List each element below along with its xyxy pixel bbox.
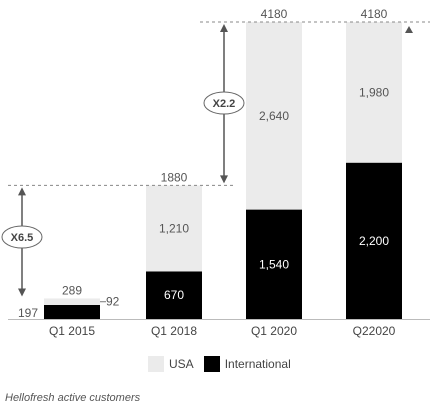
total-label-3: 4180 <box>361 7 388 21</box>
bar-international-2 <box>246 209 302 319</box>
stacked-bar-chart: Q1 2015 289 197 92 Q1 2018 1880 670 1,210 Q1 202… <box>1 7 430 338</box>
legend-item-international: International <box>203 356 291 372</box>
bar-international-0 <box>44 305 100 319</box>
bar-usa-1 <box>146 185 202 272</box>
bar-international-1 <box>146 271 202 319</box>
value-label-usa-0: 92 <box>106 295 120 309</box>
multiplier-label-2: X2.2 <box>213 98 236 110</box>
bar-international-3 <box>346 162 402 319</box>
bar-usa-3 <box>346 22 402 163</box>
value-label-international-2: 1,540 <box>259 257 289 271</box>
bar-usa-0 <box>44 298 100 306</box>
value-label-international-1: 670 <box>164 288 184 302</box>
value-label-usa-2: 2,640 <box>259 109 289 123</box>
total-label-1: 1880 <box>161 170 188 184</box>
growth-arrow-2-head-down <box>220 175 228 184</box>
x-tick-label-2: Q1 2020 <box>251 324 297 338</box>
legend-label-usa: USA <box>169 357 194 371</box>
multiplier-badge-1 <box>1 225 43 249</box>
value-label-international-3: 2,200 <box>359 234 389 248</box>
chart-caption: Hellofresh active customers <box>5 392 141 404</box>
multiplier-badge-2 <box>203 91 245 115</box>
growth-arrow-1-head-up <box>18 187 26 196</box>
value-label-usa-3: 1,980 <box>359 85 389 99</box>
legend-swatch-usa <box>148 356 164 372</box>
x-tick-label-3: Q22020 <box>353 324 396 338</box>
value-label-international-0: 197 <box>18 306 38 320</box>
x-tick-label-1: Q1 2018 <box>151 324 197 338</box>
total-label-2: 4180 <box>261 7 288 21</box>
growth-arrow-1-head-down <box>18 288 26 297</box>
legend-item-usa: USA <box>148 356 194 372</box>
legend-swatch-international <box>203 356 220 372</box>
value-label-usa-1: 1,210 <box>159 221 189 235</box>
x-tick-label-0: Q1 2015 <box>49 324 95 338</box>
total-label-0: 289 <box>62 283 82 297</box>
legend-label-international: International <box>224 357 291 371</box>
growth-arrow-2-head-up <box>220 24 228 32</box>
growth-arrow-3-head <box>405 26 413 33</box>
multiplier-label-1: X6.5 <box>11 232 34 244</box>
bar-usa-2 <box>246 22 302 210</box>
chart-legend: USA International <box>148 356 291 372</box>
